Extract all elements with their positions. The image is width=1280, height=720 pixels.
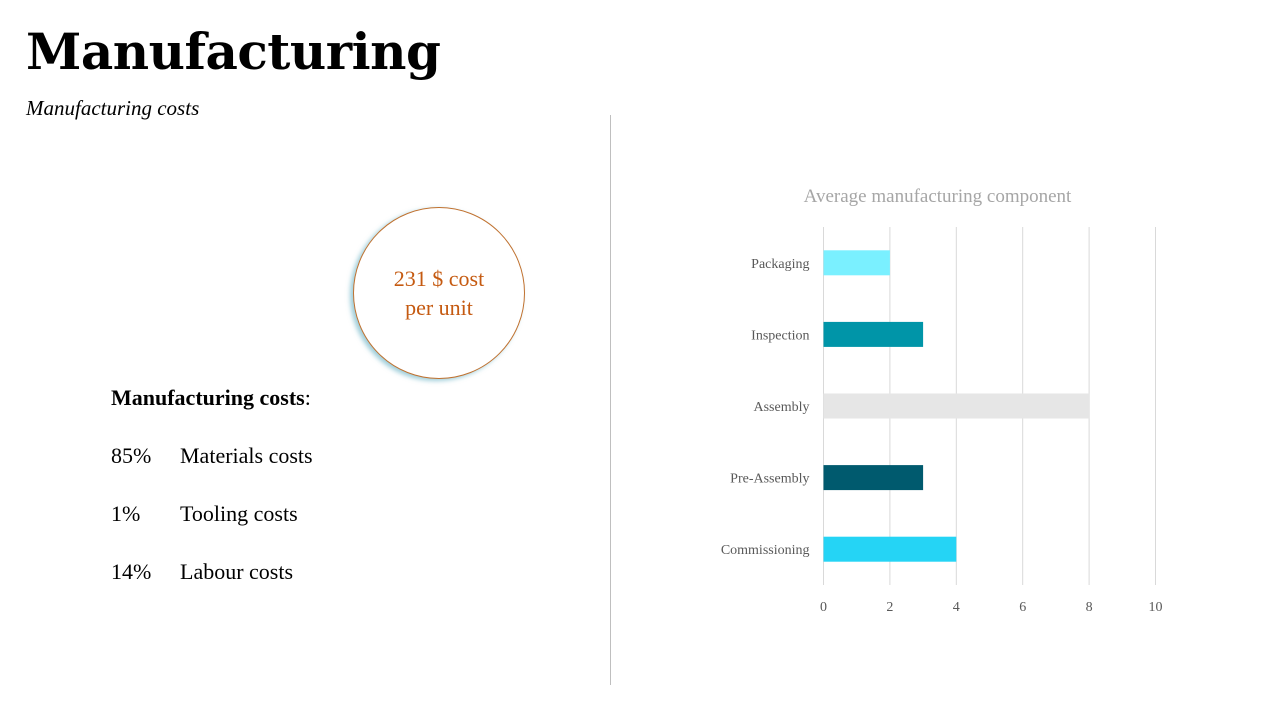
bar-packaging: [823, 250, 890, 276]
costs-heading: Manufacturing costs:: [111, 383, 313, 413]
y-category-label: Commissioning: [721, 543, 810, 558]
x-tick-label: 8: [1086, 600, 1093, 615]
x-tick-label: 4: [953, 600, 960, 615]
y-category-label: Pre-Assembly: [730, 472, 809, 487]
costs-heading-label: Manufacturing costs: [111, 385, 305, 410]
cost-item-label: Tooling costs: [180, 501, 298, 526]
vertical-divider: [610, 115, 611, 685]
page-title: Manufacturing: [26, 22, 441, 81]
bar-commissioning: [823, 536, 957, 562]
cost-per-unit-line2: per unit: [405, 295, 473, 320]
cost-per-unit-callout: 231 $ cost per unit: [353, 207, 525, 379]
bar-assembly: [823, 393, 1090, 419]
x-tick-label: 2: [886, 600, 893, 615]
cost-item-label: Labour costs: [180, 559, 294, 584]
cost-per-unit-text: 231 $ cost per unit: [374, 264, 504, 322]
cost-item-labour: 14% Labour costs: [111, 557, 313, 587]
bar-pre-assembly: [823, 465, 924, 491]
x-tick-label: 10: [1149, 600, 1163, 615]
cost-item-percent: 85%: [111, 443, 152, 468]
costs-list: Manufacturing costs: 85% Materials costs…: [111, 383, 313, 587]
x-tick-label: 6: [1019, 600, 1026, 615]
cost-item-tooling: 1% Tooling costs: [111, 499, 313, 529]
costs-heading-colon: :: [304, 385, 311, 410]
bar-inspection: [823, 321, 924, 347]
cost-item-label: Materials costs: [180, 443, 313, 468]
x-tick-label: 0: [820, 600, 827, 615]
cost-item-materials: 85% Materials costs: [111, 441, 313, 471]
y-category-label: Assembly: [754, 400, 810, 415]
cost-item-percent: 14%: [111, 559, 152, 584]
y-category-label: Packaging: [751, 257, 809, 272]
cost-per-unit-line1: 231 $ cost: [393, 266, 485, 291]
chart-title: Average manufacturing component: [803, 186, 1072, 207]
bar-chart: 0 2 4 6 8 10 Packaging Inspection Assembly Pre-As…: [721, 227, 1163, 615]
page-subtitle: Manufacturing costs: [26, 96, 200, 120]
y-category-label: Inspection: [751, 328, 809, 343]
cost-item-percent: 1%: [111, 501, 141, 526]
